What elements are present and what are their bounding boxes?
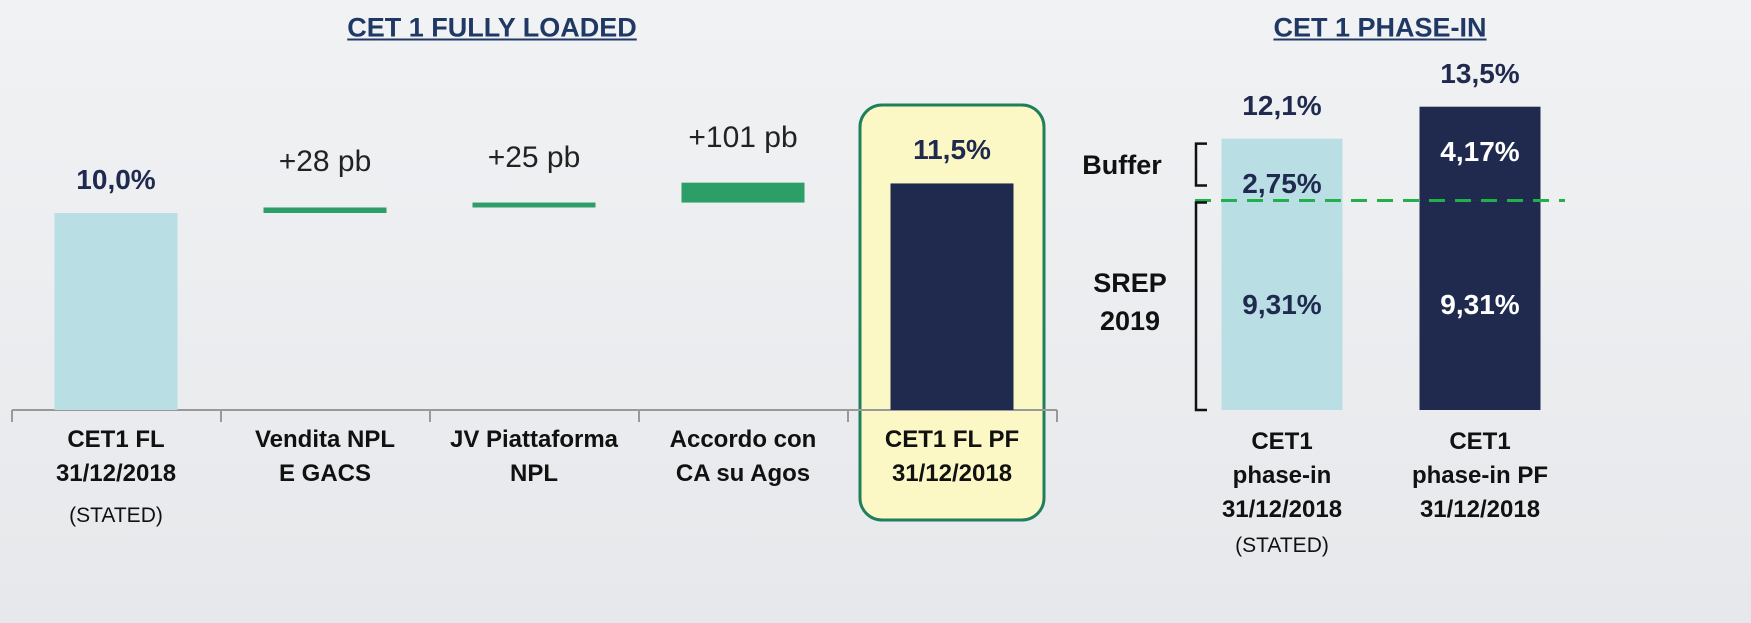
segment-label: 9,31% xyxy=(1242,289,1322,321)
x-tick-label: 31/12/2018 xyxy=(891,460,1013,487)
x-tick-label: 31/12/2018 xyxy=(1419,496,1541,523)
x-tick-label: CET1 xyxy=(1251,428,1313,455)
value-label: +25 pb xyxy=(487,140,581,174)
bar xyxy=(890,183,1014,410)
x-tick-label: CA su Agos xyxy=(675,460,811,487)
series-name: Buffer xyxy=(1082,149,1162,180)
total-label: 13,5% xyxy=(1440,58,1520,90)
series-name: SREP 2019 xyxy=(1093,268,1167,337)
bar xyxy=(681,182,805,203)
x-tick-label: 31/12/2018 xyxy=(1221,496,1343,523)
segment-label: 4,17% xyxy=(1440,135,1520,167)
x-tick-label: phase-in xyxy=(1232,462,1332,489)
bar-segment xyxy=(1221,138,1343,201)
x-tick-label: phase-in PF xyxy=(1411,462,1549,489)
x-tick-label: CET1 FL xyxy=(67,426,165,453)
x-tick-label: E GACS xyxy=(278,460,372,487)
chart-title: CET 1 PHASE-IN xyxy=(1273,12,1487,43)
category-note: (STATED) xyxy=(1235,534,1329,557)
segment-label: 9,31% xyxy=(1440,289,1520,321)
value-label: 11,5% xyxy=(913,134,991,166)
x-tick-label: CET1 FL PF xyxy=(884,426,1020,453)
chart-title: CET 1 FULLY LOADED xyxy=(347,12,637,43)
value-label: 10,0% xyxy=(76,164,156,195)
bar xyxy=(54,213,178,410)
bar-segment xyxy=(1221,200,1343,410)
x-tick-label: Accordo con xyxy=(669,426,817,453)
bracket xyxy=(1194,201,1207,412)
x-tick-label: Vendita NPL xyxy=(254,426,396,453)
value-label: +28 pb xyxy=(278,145,372,179)
x-tick-label: CET1 xyxy=(1449,428,1511,455)
bar xyxy=(263,207,387,213)
x-tick-label: NPL xyxy=(510,460,558,487)
bracket xyxy=(1194,142,1207,187)
category-note: (STATED) xyxy=(69,504,163,527)
x-tick-label: 31/12/2018 xyxy=(55,460,177,487)
x-tick-label: JV Piattaforma xyxy=(449,426,619,453)
bar xyxy=(472,202,596,208)
bar-segment xyxy=(1419,200,1541,410)
total-label: 12,1% xyxy=(1242,89,1322,121)
bar-segment xyxy=(1419,106,1541,201)
value-label: +101 pb xyxy=(688,120,798,154)
segment-label: 2,75% xyxy=(1242,167,1322,199)
